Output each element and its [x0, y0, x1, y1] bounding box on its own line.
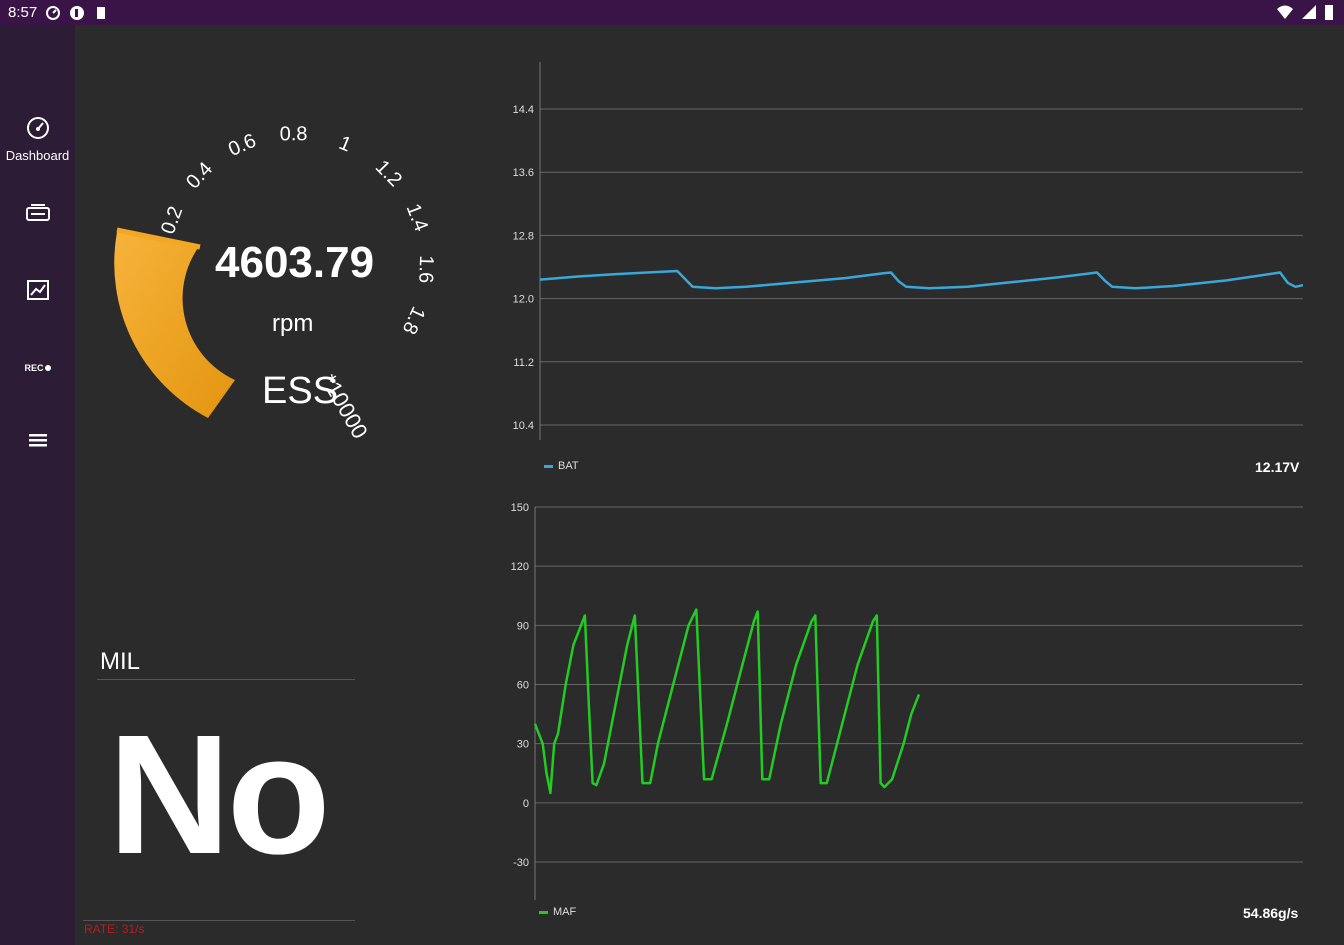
y-tick-label: 11.2: [513, 357, 534, 369]
sidebar-item-record[interactable]: REC: [0, 358, 75, 376]
bat-legend: BAT: [544, 460, 579, 472]
mil-value: No: [108, 700, 331, 890]
signal-icon: [1302, 5, 1316, 19]
sd-card-icon: [97, 6, 106, 19]
y-tick-label: 0: [523, 798, 529, 810]
gauge-name: ESS: [262, 370, 339, 412]
maf-chart: 150 120 90 60 30 0 -30: [500, 500, 1310, 900]
y-tick-label: 30: [517, 739, 529, 751]
sidebar-item-charts[interactable]: [0, 279, 75, 306]
y-tick-label: 14.4: [513, 104, 534, 116]
gauge-tick-label: 0.4: [182, 158, 217, 193]
gauge-tick-label: 0.8: [280, 123, 308, 145]
record-dot-icon: [44, 365, 51, 371]
gauge-tick-label: 1.4: [402, 201, 433, 235]
y-tick-label: 150: [511, 502, 529, 514]
legend-label: BAT: [558, 460, 579, 472]
y-tick-label: 90: [517, 620, 529, 632]
mil-title: MIL: [100, 648, 141, 675]
sidebar-item-engine[interactable]: [0, 203, 75, 230]
series-line: [539, 269, 1304, 290]
rec-icon: REC: [24, 363, 44, 373]
bat-chart: 14.4 13.6 12.8 12.0 11.2 10.4: [500, 60, 1310, 450]
sidebar: Dashboard REC: [0, 25, 75, 945]
series-line: [533, 608, 921, 795]
y-tick-label: 120: [511, 561, 529, 573]
rpm-gauge: 0.2 0.4 0.6 0.8 1 1.2 1.4 1.6 1.8 4603.79 rpm ES…: [80, 120, 440, 450]
gauge-ticks: 0.2 0.4 0.6 0.8 1 1.2 1.4 1.6 1.8: [157, 123, 437, 337]
y-tick-label: 60: [517, 680, 529, 692]
maf-chart-svg: 150 120 90 60 30 0 -30: [511, 502, 1303, 900]
gauge-tick-label: 1: [336, 132, 355, 157]
gauge-tick-label: 0.2: [157, 203, 187, 237]
wifi-icon: [1277, 5, 1293, 19]
gauge-arc: [114, 232, 235, 418]
gauge-svg: 0.2 0.4 0.6 0.8 1 1.2 1.4 1.6 1.8: [114, 123, 437, 418]
legend-swatch: [544, 464, 553, 468]
gauge-tick-label: 1.6: [414, 255, 437, 284]
battery-icon: [1325, 5, 1333, 20]
y-tick-label: 12.0: [513, 294, 534, 306]
y-tick-label: -30: [513, 857, 529, 869]
legend-label: MAF: [553, 906, 577, 918]
engine-icon: [25, 204, 50, 221]
maf-legend: MAF: [539, 906, 576, 918]
rate-label: RATE: 31/s: [84, 922, 145, 936]
status-time: 8:57: [8, 4, 38, 21]
gauge-tick-label: 1.2: [371, 156, 406, 191]
divider: [83, 920, 355, 921]
y-tick-label: 12.8: [513, 230, 534, 242]
menu-icon: [28, 434, 47, 447]
y-tick-label: 10.4: [513, 420, 534, 432]
sidebar-item-label: Dashboard: [5, 148, 70, 163]
gauge-needle: [116, 227, 201, 250]
speedometer-icon: [46, 5, 61, 20]
bat-chart-svg: 14.4 13.6 12.8 12.0 11.2 10.4: [513, 62, 1304, 450]
gauge-value: 4603.79: [215, 238, 375, 287]
status-bar: 8:57: [0, 0, 1344, 25]
bat-value: 12.17V: [1255, 459, 1300, 475]
app-icon: [70, 5, 85, 20]
divider: [97, 679, 355, 680]
speedometer-icon: [26, 117, 49, 139]
maf-value: 54.86g/s: [1243, 905, 1299, 921]
chart-icon: [26, 280, 49, 300]
sidebar-item-menu[interactable]: [0, 431, 75, 454]
legend-swatch: [539, 910, 548, 914]
gauge-unit: rpm: [272, 310, 314, 337]
gauge-tick-label: 0.6: [225, 130, 259, 161]
sidebar-item-dashboard[interactable]: Dashboard: [0, 115, 75, 163]
y-tick-label: 13.6: [513, 167, 534, 179]
gauge-tick-label: 1.8: [398, 303, 430, 338]
